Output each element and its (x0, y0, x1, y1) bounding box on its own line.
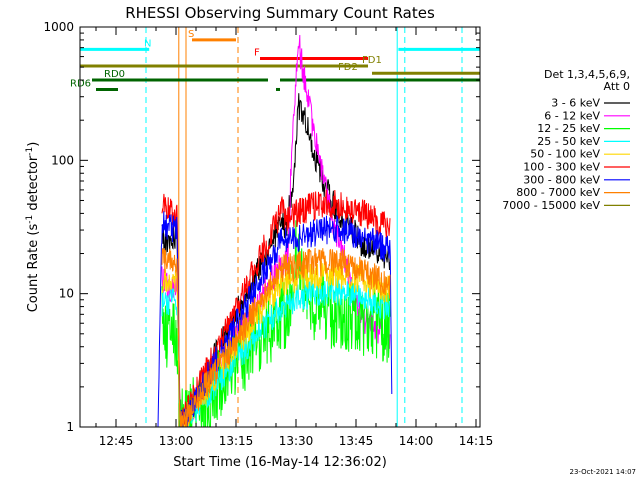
series-line-300-800-kev (157, 211, 393, 428)
y-tick-label: 100 (51, 153, 74, 167)
state-label-rd0: RD0 (104, 69, 125, 80)
x-tick-label: 13:15 (219, 434, 254, 448)
y-axis-label-mid: detector (26, 155, 41, 215)
legend-label: 6 - 12 keV (544, 109, 600, 122)
x-tick-label: 13:45 (339, 434, 374, 448)
series-line-800-7000-kev (161, 247, 391, 428)
x-tick-label: 12:45 (99, 434, 134, 448)
y-tick-label: 10 (59, 287, 74, 301)
series-lines (157, 34, 393, 428)
legend-label: 12 - 25 keV (537, 122, 600, 135)
y-axis-label-end: ) (26, 142, 41, 147)
x-axis: 12:45 13:00 13:15 13:30 13:45 14:00 14:15 (95, 27, 494, 448)
state-label-n: N (144, 38, 151, 49)
x-tick-label: 14:00 (399, 434, 434, 448)
state-label-fd2: FD2 (338, 62, 358, 73)
y-tick-label: 1000 (43, 20, 74, 34)
series-line-100-300-kev (161, 189, 391, 428)
legend-label: 300 - 800 keV (523, 173, 600, 186)
y-axis-label-exp1: -1 (25, 215, 35, 224)
x-axis-label: Start Time (16-May-14 12:36:02) (173, 455, 387, 470)
legend-label: 800 - 7000 keV (516, 186, 600, 199)
series-line-50-100-kev (161, 260, 391, 428)
chart-title: RHESSI Observing Summary Count Rates (125, 4, 435, 22)
plot-frame (79, 26, 481, 428)
state-label-rd6: RD6 (70, 78, 91, 89)
y-tick-label: 1 (66, 420, 74, 434)
x-tick-label: 14:15 (459, 434, 494, 448)
state-label-s: S (188, 29, 194, 40)
legend-label: 100 - 300 keV (523, 161, 600, 174)
y-axis: 1 10 100 1000 (43, 20, 480, 434)
footer-date: 23-Oct-2021 14:07 (570, 468, 636, 476)
legend-label: 3 - 6 keV (551, 97, 600, 110)
state-label-f: F (254, 48, 260, 59)
y-axis-label: Count Rate (s-1 detector-1) (25, 142, 41, 313)
legend-label: 7000 - 15000 keV (502, 199, 600, 212)
legend-title-line1: Det 1,3,4,5,6,9, (544, 68, 630, 81)
x-tick-label: 13:00 (159, 434, 194, 448)
legend-label: 50 - 100 keV (530, 148, 600, 161)
legend-title-line2: Att 0 (604, 80, 630, 93)
y-axis-label-main: Count Rate (s (26, 224, 41, 313)
instrument-state-bars: N S F FD1 FD2 RD0 RD6 (70, 29, 480, 91)
y-axis-label-exp2: -1 (25, 147, 35, 156)
legend-label: 25 - 50 keV (537, 135, 600, 148)
x-tick-label: 13:30 (279, 434, 314, 448)
state-label-fd1: FD1 (362, 55, 382, 66)
